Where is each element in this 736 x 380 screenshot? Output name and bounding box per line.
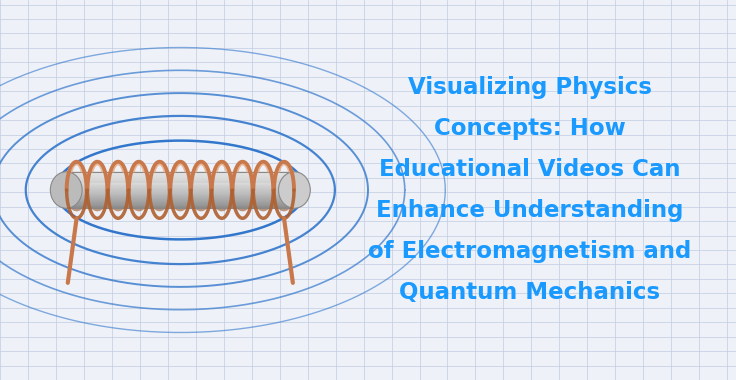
Polygon shape <box>66 203 294 204</box>
Ellipse shape <box>278 172 311 208</box>
Polygon shape <box>66 180 294 181</box>
Polygon shape <box>66 196 294 197</box>
Polygon shape <box>66 171 294 173</box>
Polygon shape <box>66 183 294 185</box>
Text: Visualizing Physics: Visualizing Physics <box>408 76 652 99</box>
Text: of Electromagnetism and: of Electromagnetism and <box>368 240 692 263</box>
Polygon shape <box>66 192 294 194</box>
Polygon shape <box>66 206 294 207</box>
Polygon shape <box>66 180 294 182</box>
Polygon shape <box>66 176 294 177</box>
Polygon shape <box>66 192 294 193</box>
Text: Educational Videos Can: Educational Videos Can <box>379 158 681 181</box>
Polygon shape <box>66 190 294 191</box>
Polygon shape <box>66 187 294 188</box>
Polygon shape <box>66 204 294 206</box>
Text: Quantum Mechanics: Quantum Mechanics <box>400 281 660 304</box>
Polygon shape <box>66 200 294 201</box>
Polygon shape <box>66 182 294 184</box>
Text: Concepts: How: Concepts: How <box>434 117 626 140</box>
Polygon shape <box>66 195 294 196</box>
Polygon shape <box>66 175 294 176</box>
Polygon shape <box>66 186 294 187</box>
Polygon shape <box>66 173 294 174</box>
Polygon shape <box>66 201 294 203</box>
Text: Enhance Understanding: Enhance Understanding <box>376 199 684 222</box>
Ellipse shape <box>50 172 82 208</box>
Polygon shape <box>66 178 294 179</box>
Polygon shape <box>66 179 294 180</box>
Polygon shape <box>66 184 294 185</box>
Polygon shape <box>66 189 294 190</box>
Polygon shape <box>66 174 294 176</box>
Polygon shape <box>66 193 294 195</box>
Polygon shape <box>66 190 294 192</box>
Polygon shape <box>66 172 294 174</box>
Polygon shape <box>66 207 294 208</box>
Polygon shape <box>66 194 294 195</box>
Polygon shape <box>66 185 294 186</box>
Polygon shape <box>66 201 294 202</box>
Polygon shape <box>66 199 294 200</box>
Polygon shape <box>66 197 294 198</box>
Polygon shape <box>66 205 294 206</box>
Polygon shape <box>66 203 294 204</box>
Polygon shape <box>66 181 294 183</box>
Polygon shape <box>66 177 294 178</box>
Polygon shape <box>66 188 294 189</box>
Polygon shape <box>66 198 294 199</box>
